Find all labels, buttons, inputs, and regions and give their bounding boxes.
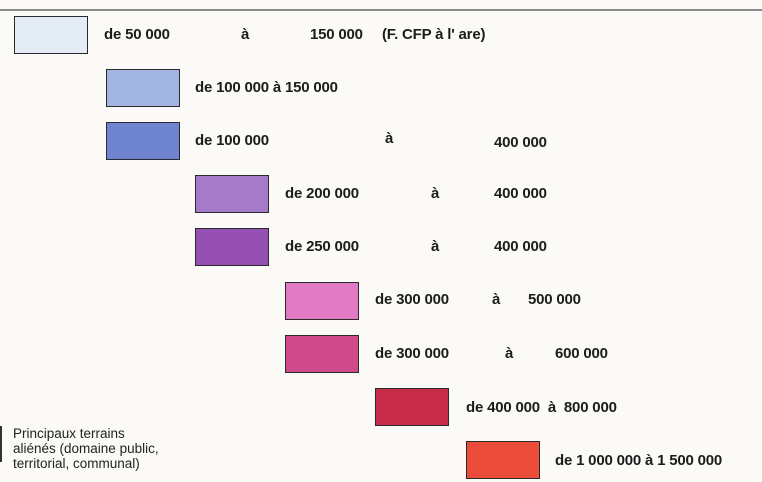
legend-swatch-6 <box>285 282 359 320</box>
legend-label-7-to: 600 000 <box>555 345 608 362</box>
legend-label-5-from: de 250 000 <box>285 238 359 255</box>
legend-label-5-to: 400 000 <box>494 238 547 255</box>
note-line-3: territorial, communal) <box>13 456 140 471</box>
legend-swatch-8 <box>375 388 449 426</box>
legend-label-3-a: à <box>385 130 394 147</box>
legend-label-4-to: 400 000 <box>494 185 547 202</box>
top-rule <box>0 9 762 11</box>
legend-label-3-to: 400 000 <box>494 134 547 151</box>
legend-label-9: de 1 000 000 à 1 500 000 <box>555 452 723 469</box>
legend-swatch-4 <box>195 175 269 213</box>
legend-label-4-a: à <box>431 185 440 202</box>
legend-label-6-a: à <box>492 291 501 308</box>
legend-label-3-from: de 100 000 <box>195 132 269 149</box>
legend-label-8: de 400 000 à 800 000 <box>466 399 617 416</box>
legend-label-7-from: de 300 000 <box>375 345 449 362</box>
legend-note: Principaux terrains aliénés (domaine pub… <box>13 426 159 471</box>
legend-unit: (F. CFP à l' are) <box>382 26 486 43</box>
note-line-1: Principaux terrains <box>13 426 125 441</box>
legend-label-2: de 100 000 à 150 000 <box>195 79 338 96</box>
note-marker <box>0 426 2 462</box>
legend-label-1-from: de 50 000 <box>104 26 170 43</box>
legend-swatch-3 <box>106 122 180 160</box>
legend-label-1-to: 150 000 <box>310 26 363 43</box>
legend-label-1-a: à <box>241 26 250 43</box>
legend-swatch-2 <box>106 69 180 107</box>
note-line-2: aliénés (domaine public, <box>13 441 159 456</box>
legend-label-6-to: 500 000 <box>528 291 581 308</box>
legend-label-6-from: de 300 000 <box>375 291 449 308</box>
legend-label-5-a: à <box>431 238 440 255</box>
legend-swatch-7 <box>285 335 359 373</box>
legend-swatch-5 <box>195 228 269 266</box>
legend-label-7-a: à <box>505 345 514 362</box>
legend-swatch-9 <box>466 441 540 479</box>
legend-label-4-from: de 200 000 <box>285 185 359 202</box>
legend-swatch-1 <box>14 16 88 54</box>
